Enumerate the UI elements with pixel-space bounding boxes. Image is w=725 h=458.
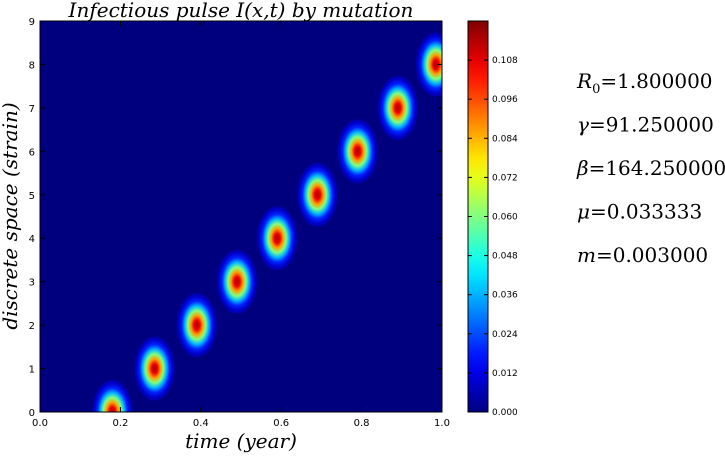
heatmap-plot xyxy=(39,20,443,413)
colorbar-tick-label: 0.096 xyxy=(492,95,518,105)
colorbar-tick-label: 0.036 xyxy=(492,291,518,301)
pulse-strain-2 xyxy=(176,293,217,358)
x-tick-label: 0.8 xyxy=(354,418,370,429)
parameter-value: =91.250000 xyxy=(589,113,714,137)
parameter-value: =164.250000 xyxy=(589,156,725,180)
parameter-text: γ=91.250000 xyxy=(577,113,714,137)
parameter-symbol: μ xyxy=(577,200,590,224)
y-tick-label: 2 xyxy=(29,321,35,332)
y-tick-label: 7 xyxy=(29,104,35,115)
pulse-strain-1 xyxy=(134,336,175,401)
x-tick-label: 0.6 xyxy=(273,418,289,429)
parameter-value: =0.033333 xyxy=(590,200,702,224)
pulse-layer xyxy=(92,32,442,412)
parameter-symbol: m xyxy=(577,243,596,267)
x-axis-label: time (year) xyxy=(185,429,297,453)
colorbar: 0.000 0.012 0.024 0.036 0.048 0.060 0.072 0.084… xyxy=(467,20,518,418)
pulse-strain-3 xyxy=(216,249,257,314)
parameter-symbol: γ xyxy=(577,113,589,137)
x-tick-label: 1.0 xyxy=(434,418,450,429)
colorbar-tick-label: 0.084 xyxy=(492,134,518,144)
pulse-strain-0 xyxy=(92,380,133,412)
y-axis-label: discrete space (strain) xyxy=(0,102,22,329)
pulse-strain-6 xyxy=(337,119,378,184)
y-tick-label: 3 xyxy=(29,278,35,289)
x-tick-label: 0.2 xyxy=(112,418,128,429)
pulse-strain-8 xyxy=(415,32,442,97)
x-tick-label: 0.4 xyxy=(193,418,209,429)
pulse-strain-4 xyxy=(257,206,298,271)
colorbar-tick-label: 0.048 xyxy=(492,252,518,262)
plot-frame xyxy=(39,20,443,413)
y-tick-label: 5 xyxy=(29,191,35,202)
y-tick-label: 9 xyxy=(29,17,35,28)
parameter-symbol: R xyxy=(576,69,592,93)
colorbar-tick-label: 0.108 xyxy=(492,56,518,66)
colorbar-ticks: 0.000 0.012 0.024 0.036 0.048 0.060 0.072 0.084… xyxy=(468,56,518,418)
y-tick-label: 8 xyxy=(29,60,35,71)
colorbar-tick-label: 0.024 xyxy=(492,330,518,340)
colorbar-tick-label: 0.072 xyxy=(492,173,518,183)
colorbar-tick-label: 0.060 xyxy=(492,213,518,223)
y-tick-label: 1 xyxy=(29,365,35,376)
parameter-subscript: 0 xyxy=(592,82,600,97)
y-tick-label: 6 xyxy=(29,147,35,158)
parameter-symbol: β xyxy=(576,156,589,180)
y-axis: 0 1 2 3 4 5 6 7 8 9 xyxy=(29,17,442,419)
chart-title: Infectious pulse I(x,t) by mutation xyxy=(68,0,414,22)
pulse-strain-7 xyxy=(377,75,418,140)
colorbar-tick-label: 0.000 xyxy=(492,408,518,418)
parameter-text: β=164.250000 xyxy=(576,156,725,180)
colorbar-tick-label: 0.012 xyxy=(492,369,518,379)
parameter-value: =1.800000 xyxy=(600,69,712,93)
parameter-list: R0=1.800000γ=91.250000β=164.250000μ=0.03… xyxy=(576,69,725,267)
parameter-text: R0=1.800000 xyxy=(576,69,713,97)
x-axis: 0.0 0.2 0.4 0.6 0.8 1.0 xyxy=(32,21,450,429)
parameter-value: =0.003000 xyxy=(596,243,708,267)
y-tick-label: 4 xyxy=(29,234,35,245)
x-tick-label: 0.0 xyxy=(32,418,48,429)
pulse-strain-5 xyxy=(297,162,338,227)
parameter-text: μ=0.033333 xyxy=(577,200,702,224)
parameter-text: m=0.003000 xyxy=(577,243,708,267)
y-tick-label: 0 xyxy=(29,408,35,419)
plot-background xyxy=(40,21,442,412)
